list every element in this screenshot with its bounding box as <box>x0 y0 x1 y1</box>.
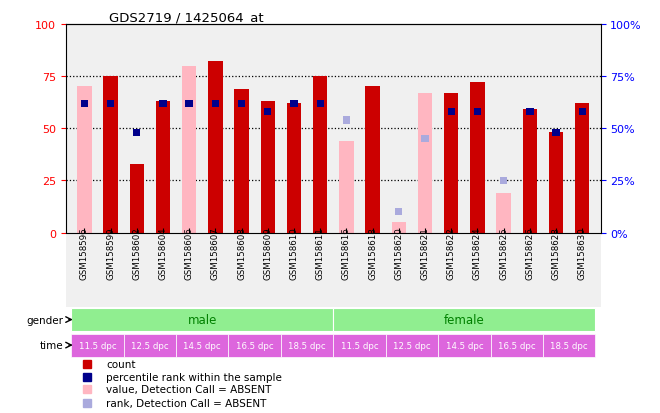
Text: 18.5 dpc: 18.5 dpc <box>288 341 326 350</box>
Text: 14.5 dpc: 14.5 dpc <box>183 341 221 350</box>
Bar <box>395 209 403 216</box>
Bar <box>366 87 380 233</box>
Bar <box>208 62 222 233</box>
Text: gender: gender <box>26 315 63 325</box>
Bar <box>313 77 327 233</box>
Bar <box>104 77 117 233</box>
Text: female: female <box>444 313 484 326</box>
Bar <box>444 93 459 233</box>
FancyBboxPatch shape <box>438 334 490 357</box>
Bar <box>552 129 560 137</box>
FancyBboxPatch shape <box>123 334 176 357</box>
Bar <box>107 100 114 107</box>
FancyBboxPatch shape <box>490 334 543 357</box>
Bar <box>523 110 537 233</box>
Bar <box>290 100 298 107</box>
FancyBboxPatch shape <box>543 334 595 357</box>
Bar <box>212 100 219 107</box>
Bar <box>339 141 354 233</box>
Bar <box>261 102 275 233</box>
Bar <box>579 109 586 116</box>
Text: male: male <box>187 313 217 326</box>
Text: 14.5 dpc: 14.5 dpc <box>446 341 483 350</box>
Bar <box>500 177 508 185</box>
Text: 18.5 dpc: 18.5 dpc <box>550 341 588 350</box>
FancyBboxPatch shape <box>71 334 123 357</box>
Bar <box>474 109 481 116</box>
Bar <box>182 66 197 233</box>
FancyBboxPatch shape <box>333 309 595 331</box>
Text: 11.5 dpc: 11.5 dpc <box>341 341 378 350</box>
Bar <box>391 223 406 233</box>
FancyBboxPatch shape <box>385 334 438 357</box>
FancyBboxPatch shape <box>281 334 333 357</box>
Bar <box>77 87 92 233</box>
Bar <box>234 89 249 233</box>
Text: GDS2719 / 1425064_at: GDS2719 / 1425064_at <box>109 11 263 24</box>
FancyBboxPatch shape <box>71 309 333 331</box>
Bar <box>421 135 429 143</box>
Bar <box>156 102 170 233</box>
Text: 12.5 dpc: 12.5 dpc <box>131 341 169 350</box>
Text: 11.5 dpc: 11.5 dpc <box>79 341 116 350</box>
Bar <box>264 109 271 116</box>
Bar <box>496 193 511 233</box>
Bar <box>549 133 563 233</box>
Bar <box>185 100 193 107</box>
Bar <box>470 83 484 233</box>
Bar <box>133 129 141 137</box>
Bar <box>418 93 432 233</box>
Bar <box>129 164 144 233</box>
Bar <box>526 109 533 116</box>
Bar <box>447 109 455 116</box>
Bar <box>159 100 166 107</box>
Text: time: time <box>40 340 63 350</box>
FancyBboxPatch shape <box>228 334 281 357</box>
Text: 16.5 dpc: 16.5 dpc <box>236 341 273 350</box>
Text: 12.5 dpc: 12.5 dpc <box>393 341 431 350</box>
Bar <box>575 104 589 233</box>
Text: 16.5 dpc: 16.5 dpc <box>498 341 535 350</box>
FancyBboxPatch shape <box>333 334 385 357</box>
Bar <box>343 117 350 124</box>
Text: value, Detection Call = ABSENT: value, Detection Call = ABSENT <box>106 385 271 394</box>
Text: rank, Detection Call = ABSENT: rank, Detection Call = ABSENT <box>106 398 267 408</box>
Bar <box>287 104 301 233</box>
Bar <box>317 100 324 107</box>
Text: percentile rank within the sample: percentile rank within the sample <box>106 373 282 382</box>
Bar <box>238 100 246 107</box>
FancyBboxPatch shape <box>176 334 228 357</box>
Bar <box>81 100 88 107</box>
Text: count: count <box>106 359 135 369</box>
